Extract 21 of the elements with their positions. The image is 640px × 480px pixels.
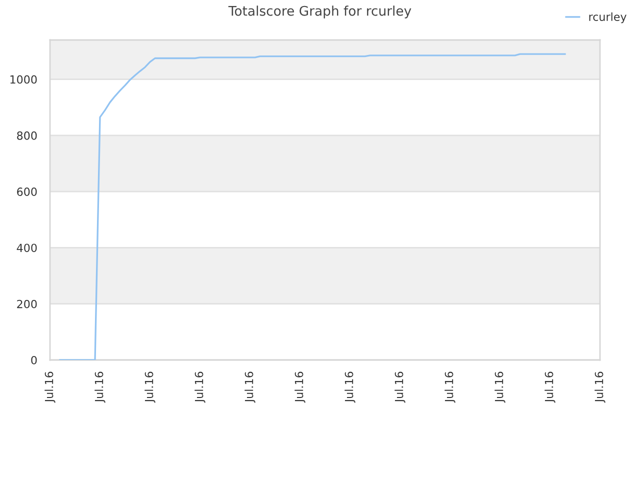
x-tick-label: Jul.16 bbox=[44, 372, 56, 403]
x-tick-label: Jul.16 bbox=[494, 372, 506, 403]
chart-title: Totalscore Graph for rcurley bbox=[228, 6, 412, 18]
x-tick-label: Jul.16 bbox=[294, 372, 306, 403]
x-tick-label: Jul.16 bbox=[344, 372, 356, 403]
y-tick-label: 1000 bbox=[10, 75, 37, 84]
y-tick-label: 400 bbox=[16, 244, 37, 252]
x-tick-label: Jul.16 bbox=[94, 372, 106, 403]
y-tick-label: 800 bbox=[17, 131, 37, 140]
x-tick-label: Jul.16 bbox=[444, 372, 456, 403]
x-tick-label: Jul.16 bbox=[244, 372, 256, 403]
x-tick-label: Jul.16 bbox=[394, 372, 406, 403]
x-tick-label: Jul.16 bbox=[144, 372, 156, 403]
x-tick-label: Jul.16 bbox=[544, 372, 556, 403]
y-tick-label: 200 bbox=[17, 300, 37, 308]
y-tick-label: 0 bbox=[31, 356, 37, 364]
x-tick-label: Jul.16 bbox=[594, 372, 606, 403]
legend-label: rcurley bbox=[589, 12, 626, 24]
line-series bbox=[59, 53, 566, 360]
x-tick-label: Jul.16 bbox=[194, 372, 206, 403]
y-tick-label: 600 bbox=[17, 188, 37, 196]
